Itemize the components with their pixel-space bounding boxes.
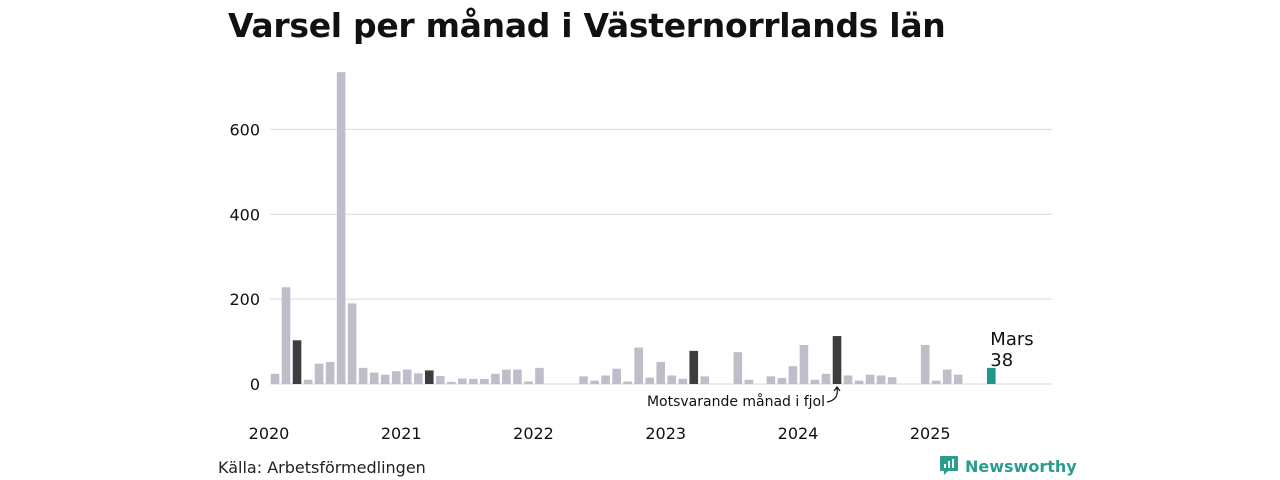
bar <box>590 380 599 384</box>
bar-same-month-previous-year <box>689 350 699 384</box>
bar <box>920 344 930 384</box>
y-tick-label: 600 <box>229 120 260 139</box>
bar <box>931 380 941 384</box>
bar <box>491 373 500 384</box>
bar <box>777 378 787 384</box>
chart-title: Varsel per månad i Västernorrlands län <box>228 6 946 45</box>
bar <box>854 380 864 384</box>
y-tick-label: 200 <box>229 290 260 309</box>
x-tick-label: 2022 <box>513 424 554 443</box>
bar <box>634 347 643 384</box>
bar-same-month-previous-year <box>832 336 842 384</box>
bar <box>744 379 754 384</box>
x-tick-label: 2025 <box>910 424 951 443</box>
bar <box>535 367 544 384</box>
bar <box>656 361 665 384</box>
annotation-arrow <box>826 386 841 403</box>
bars <box>270 72 996 385</box>
bar <box>700 376 710 384</box>
bar <box>678 378 688 384</box>
bar <box>413 373 423 384</box>
bar <box>303 379 313 384</box>
bar-same-month-previous-year <box>424 370 434 384</box>
bar <box>601 375 610 384</box>
bar <box>821 373 831 384</box>
bar <box>369 372 379 384</box>
bar <box>766 376 776 384</box>
bar <box>953 374 963 384</box>
bar <box>336 72 346 385</box>
brand-name: Newsworthy <box>965 456 1077 476</box>
annotation-last-year: Motsvarande månad i fjol <box>647 393 825 410</box>
bar <box>458 378 467 384</box>
newsworthy-logo-icon <box>940 456 958 475</box>
bar <box>447 381 456 384</box>
bar <box>380 374 390 384</box>
bar <box>667 375 677 384</box>
bar-same-month-previous-year <box>292 340 302 384</box>
bar <box>788 366 798 384</box>
bar <box>436 375 445 384</box>
bar <box>391 371 401 384</box>
bar <box>579 376 588 384</box>
x-tick-label: 2024 <box>778 424 819 443</box>
bar <box>270 373 280 384</box>
bar <box>480 378 489 384</box>
bar <box>469 378 478 384</box>
bar <box>524 381 533 384</box>
bar <box>314 363 324 384</box>
bar-current-month <box>987 367 996 384</box>
bar <box>810 379 820 384</box>
bar <box>942 369 952 384</box>
current-value-label: 38 <box>990 350 1013 371</box>
current-month-label: Mars <box>990 329 1033 350</box>
bar <box>358 367 368 384</box>
x-tick-label: 2020 <box>249 424 290 443</box>
x-tick-label: 2023 <box>645 424 686 443</box>
bar <box>645 377 654 384</box>
bar <box>865 374 875 384</box>
y-tick-label: 400 <box>229 205 260 224</box>
bar <box>612 368 621 384</box>
brand-logo: Newsworthy <box>939 455 1077 477</box>
source-note: Källa: Arbetsförmedlingen <box>218 458 426 477</box>
bar <box>513 369 522 384</box>
bar <box>402 369 412 384</box>
bar <box>623 381 632 384</box>
bar <box>347 303 357 384</box>
bar <box>876 375 886 384</box>
bar <box>733 352 743 384</box>
annotations: Motsvarande månad i fjol Mars 38 <box>647 329 1034 410</box>
y-tick-label: 0 <box>250 375 260 394</box>
bar <box>799 344 809 384</box>
bar <box>281 287 291 384</box>
bar <box>325 361 335 384</box>
bar <box>502 369 511 384</box>
x-tick-label: 2021 <box>381 424 422 443</box>
bar <box>887 377 897 384</box>
x-axis: 2020 2021 2022 2023 2024 2025 <box>249 424 951 443</box>
bar <box>843 375 853 384</box>
